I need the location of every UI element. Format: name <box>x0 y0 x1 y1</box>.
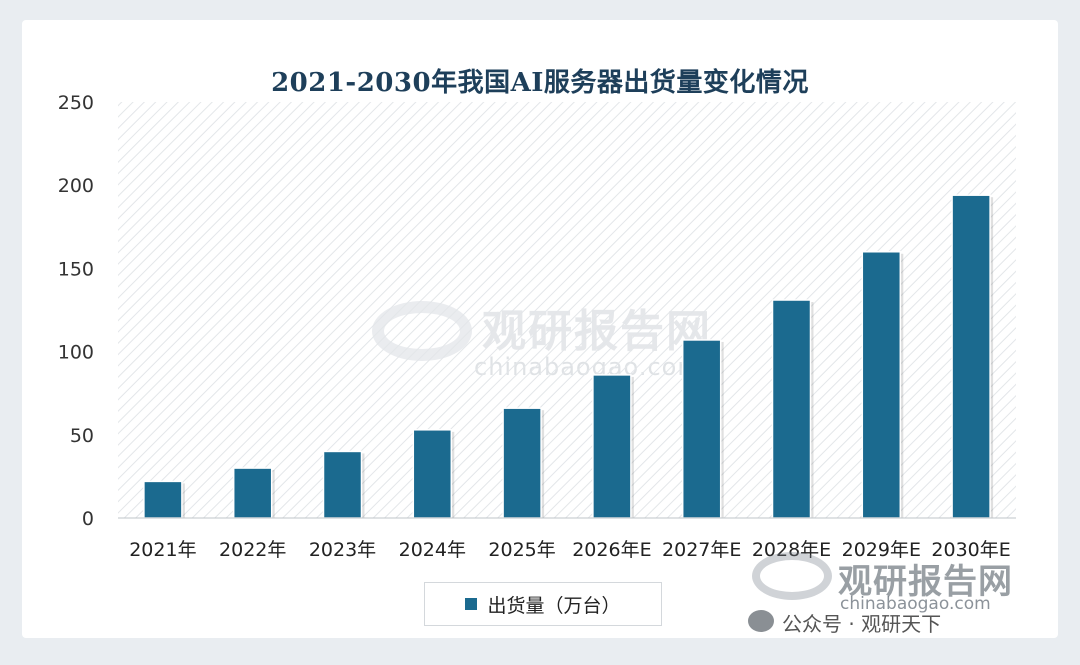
bar-series <box>143 194 994 519</box>
x-tick-label: 2026年E <box>572 539 651 561</box>
bar <box>681 339 722 519</box>
x-axis: 2021年 2022年 2023年 2024年 2025年 2026年E 2027年E 202… <box>129 539 1011 561</box>
x-tick-label: 2022年 <box>219 539 286 561</box>
bar <box>143 480 183 519</box>
x-tick-label: 2030年E <box>931 539 1010 561</box>
bar-chart: 0 50 100 150 200 250 2021年 2022年 2023年 2024年 2025… <box>58 92 1016 561</box>
corner-logo-icon <box>752 552 832 600</box>
y-tick-label: 100 <box>58 342 94 364</box>
y-tick-label: 250 <box>58 92 94 114</box>
y-axis: 0 50 100 150 200 250 <box>58 92 94 530</box>
x-tick-label: 2023年 <box>309 539 376 561</box>
corner-watermark: 观研报告网 chinabaogao.com 公众号 · 观研天下 <box>748 548 1048 658</box>
legend-swatch <box>465 598 478 610</box>
bar <box>322 450 363 519</box>
y-tick-label: 150 <box>58 258 94 280</box>
bar <box>861 251 902 519</box>
corner-brand: 观研报告网 <box>838 562 1013 602</box>
bar <box>412 429 453 519</box>
bar <box>771 299 812 519</box>
chart-title: 2021-2030年我国AI服务器出货量变化情况 <box>271 68 809 98</box>
legend: 出货量（万台） <box>424 582 662 626</box>
bar <box>502 407 542 519</box>
y-tick-label: 200 <box>58 175 94 197</box>
x-tick-label: 2021年 <box>129 539 196 561</box>
bar <box>592 374 632 519</box>
y-tick-label: 0 <box>82 508 94 530</box>
corner-site: chinabaogao.com <box>840 594 991 614</box>
x-tick-label: 2029年E <box>842 539 921 561</box>
chart-card: 2021-2030年我国AI服务器出货量变化情况 观研报告网 chinabaog… <box>22 20 1058 638</box>
bar <box>232 467 273 519</box>
x-tick-label: 2027年E <box>662 539 741 561</box>
x-tick-label: 2025年 <box>488 539 555 561</box>
y-tick-label: 50 <box>70 425 94 447</box>
bar <box>951 194 991 519</box>
wechat-icon <box>748 610 774 632</box>
legend-label: 出货量（万台） <box>487 594 621 617</box>
x-tick-label: 2024年 <box>399 539 466 561</box>
corner-account: 公众号 · 观研天下 <box>782 612 942 636</box>
